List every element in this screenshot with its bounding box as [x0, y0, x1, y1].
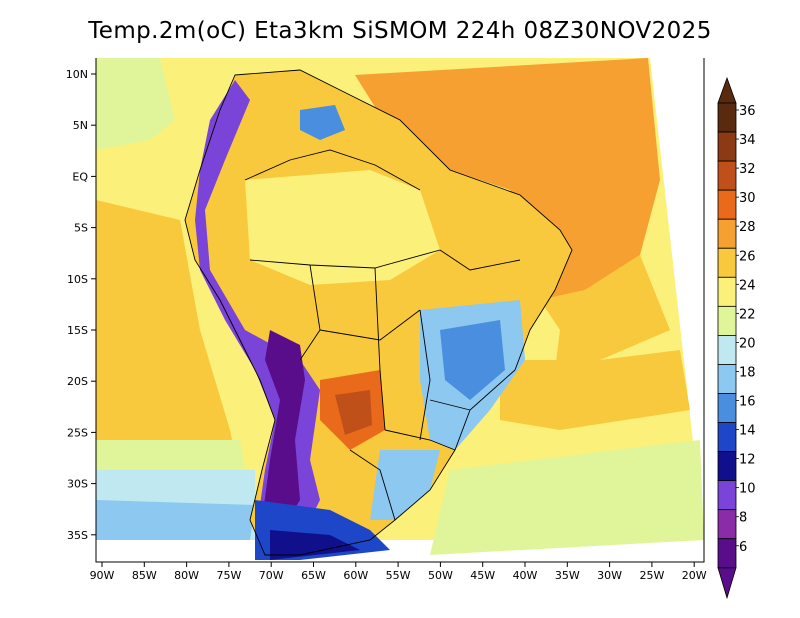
colorbar-top-arrow — [717, 76, 737, 104]
lat-label: 25S — [67, 426, 88, 439]
lon-label: 80W — [174, 569, 199, 582]
lat-label: 10S — [67, 273, 88, 286]
colorbar-swatch — [717, 276, 737, 307]
lon-label: 30W — [597, 569, 622, 582]
northwest-cool-band — [96, 58, 175, 150]
colorbar-swatch — [717, 538, 737, 569]
colorbar-swatch — [717, 334, 737, 365]
chaco-hotter-core — [335, 390, 372, 435]
southeast-cooler-patch — [440, 320, 505, 400]
colorbar-label: 32 — [739, 162, 756, 177]
atlantic-warm-region — [355, 58, 660, 300]
lat-label: EQ — [72, 170, 88, 183]
lon-label: 65W — [301, 569, 326, 582]
country-borders — [184, 69, 573, 556]
colorbar-swatch — [717, 393, 737, 423]
map-title: Temp.2m(oC) Eta3km SiSMOM 224h 08Z30NOV2… — [88, 18, 712, 44]
lat-label: 5N — [73, 119, 88, 132]
map-frame — [95, 58, 705, 563]
colorbar-swatch — [717, 218, 737, 249]
colorbar-label: 20 — [739, 336, 756, 351]
colorbar-swatch — [717, 160, 737, 191]
northern-interior-yellow — [245, 170, 440, 285]
colorbar-label: 6 — [739, 540, 747, 555]
lon-label: 35W — [555, 569, 580, 582]
lat-label: 20S — [67, 375, 88, 388]
colorbar-label: 34 — [739, 133, 756, 148]
pacific-warm-band — [96, 200, 240, 480]
colorbar-swatch — [717, 131, 737, 162]
colorbar-swatch — [717, 422, 737, 452]
lon-label: 85W — [132, 569, 157, 582]
colorbar-swatch — [717, 189, 737, 220]
andes-coldest-core — [262, 330, 305, 540]
colorbar-swatch — [717, 480, 737, 511]
lon-label: 50W — [428, 569, 453, 582]
south-brazil-cool — [370, 450, 440, 520]
latitude-axis: 10N 5N EQ 5S 10S 15S 20S 25S 30S 35S — [66, 68, 96, 542]
lon-label: 60W — [343, 569, 368, 582]
colorbar-label: 8 — [739, 511, 747, 526]
longitude-axis: 90W 85W 80W 75W 70W 65W 60W 55W 50W 45W 40W 35W 30W 2… — [90, 562, 707, 582]
lon-label: 40W — [513, 569, 538, 582]
lat-label: 10N — [66, 68, 88, 81]
colorbar-label: 36 — [739, 104, 756, 119]
lon-label: 75W — [216, 569, 241, 582]
lon-label: 25W — [639, 569, 664, 582]
lat-label: 15S — [67, 324, 88, 337]
lon-label: 20W — [682, 569, 707, 582]
lat-label: 35S — [67, 529, 88, 542]
colorbar-swatch — [717, 451, 737, 482]
patagonia-coldest — [270, 530, 360, 560]
venezuela-cool-spot — [300, 105, 345, 140]
colorbar-swatch — [717, 247, 737, 278]
colorbar: 36 34 32 30 28 26 24 22 20 18 16 14 12 10 8 6 — [717, 76, 756, 600]
atlantic-orange-band — [540, 255, 670, 370]
colorbar-label: 24 — [739, 278, 756, 293]
colorbar-label: 14 — [739, 424, 756, 439]
colorbar-swatch — [717, 364, 737, 394]
pacific-colder-band — [96, 500, 255, 540]
colorbar-label: 16 — [739, 395, 756, 410]
colorbar-label: 10 — [739, 482, 756, 497]
temperature-field — [96, 58, 704, 560]
lon-label: 70W — [259, 569, 284, 582]
colorbar-label: 22 — [739, 307, 756, 322]
lon-label: 55W — [386, 569, 411, 582]
lon-label: 45W — [470, 569, 495, 582]
colorbar-swatch — [717, 102, 737, 133]
colorbar-swatch — [717, 509, 737, 540]
south-atlantic-mild — [430, 440, 704, 555]
colorbar-label: 18 — [739, 365, 756, 380]
colorbar-bottom-arrow — [717, 567, 737, 600]
lat-label: 5S — [74, 222, 88, 235]
colorbar-label: 28 — [739, 220, 756, 235]
colorbar-label: 26 — [739, 249, 756, 264]
lon-label: 90W — [90, 569, 115, 582]
south-atlantic-warm — [500, 350, 690, 430]
colorbar-swatch — [717, 305, 737, 336]
colorbar-label: 30 — [739, 191, 756, 206]
colorbar-label: 12 — [739, 453, 756, 468]
lat-label: 30S — [67, 478, 88, 491]
